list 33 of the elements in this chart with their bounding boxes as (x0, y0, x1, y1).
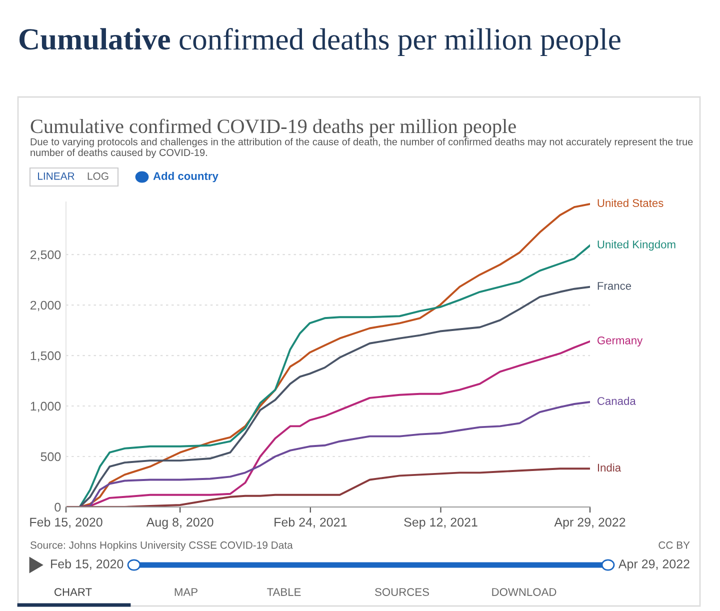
text: Apr 29, 2022 (618, 560, 690, 571)
text: CC BY (658, 541, 690, 549)
chart-title: Cumulative confirmed COVID-19 deaths per million people (30, 118, 516, 138)
text: CHART (54, 588, 92, 596)
series-label: France (598, 282, 632, 290)
x-tick-label: Feb 15, 2020 (30, 517, 102, 528)
x-tick-label: Aug 8, 2020 (146, 518, 214, 530)
text: LINEAR (38, 172, 74, 180)
series-label: Germany (598, 336, 643, 347)
text: Add country (153, 172, 218, 182)
y-tick-label: 0 (54, 502, 61, 512)
source-note: Source: Johns Hopkins University CSSE COVID-19 Data (30, 541, 293, 551)
text: TABLE (267, 588, 301, 596)
series-label: India (598, 463, 622, 472)
text: Cumulative confirmed deaths per million people (19, 28, 620, 56)
y-tick-label: 2,000 (30, 300, 61, 312)
line-series (66, 468, 590, 507)
chart-subtitle: Due to varying protocols and challenges in the attribution of the cause of death, the number of confirmed deaths may not accurately represent the true number of deaths caused by COVID-19. (30, 138, 693, 158)
x-tick-label: Apr 29, 2022 (554, 518, 626, 530)
series-label: United Kingdom (598, 240, 676, 251)
text: DOWNLOAD (492, 588, 556, 596)
text: SOURCES (375, 588, 429, 596)
text: LOG (88, 172, 108, 180)
text: Feb 15, 2020 (51, 559, 124, 570)
x-tick-label: Sep 12, 2021 (404, 518, 478, 530)
text: MAP (174, 588, 198, 596)
series-label: United States (598, 198, 664, 208)
series-label: Canada (598, 396, 636, 405)
x-tick-label: Feb 24, 2021 (274, 517, 347, 528)
y-tick-label: 1,000 (30, 402, 61, 412)
y-tick-label: 2,500 (30, 250, 61, 261)
y-tick-label: 1,500 (30, 351, 61, 362)
y-tick-label: 500 (40, 452, 61, 462)
